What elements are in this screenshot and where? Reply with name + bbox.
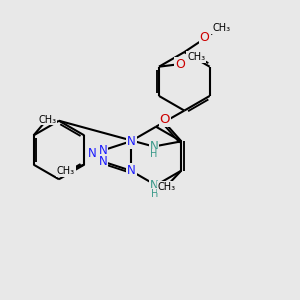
Text: CH₃: CH₃	[57, 166, 75, 176]
Text: O: O	[175, 58, 185, 71]
Text: N: N	[98, 144, 107, 157]
Text: N: N	[127, 164, 136, 177]
Text: N: N	[149, 140, 158, 153]
Text: CH₃: CH₃	[212, 23, 230, 33]
Text: N: N	[98, 155, 107, 168]
Text: CH₃: CH₃	[39, 115, 57, 124]
Text: CH₃: CH₃	[158, 182, 176, 192]
Text: N: N	[127, 135, 136, 148]
Text: O: O	[200, 31, 210, 44]
Text: H: H	[150, 149, 158, 160]
Text: N: N	[88, 147, 97, 160]
Text: CH₃: CH₃	[187, 52, 206, 62]
Text: N: N	[150, 179, 159, 192]
Text: O: O	[160, 113, 170, 126]
Text: H: H	[151, 189, 158, 199]
